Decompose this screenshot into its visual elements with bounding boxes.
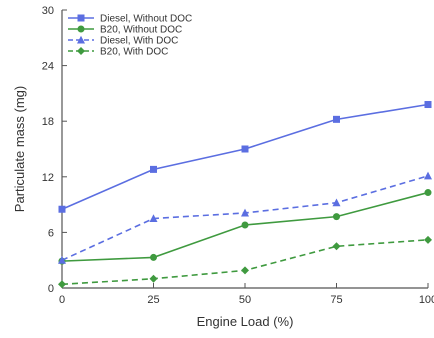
legend-marker <box>77 14 85 22</box>
data-point <box>332 242 341 251</box>
data-point <box>150 165 157 173</box>
series-line <box>61 175 429 261</box>
series-line <box>61 239 429 286</box>
x-tick-label: 75 <box>330 294 342 306</box>
legend-marker <box>77 47 85 55</box>
y-tick-label: 24 <box>42 61 54 73</box>
series-line <box>61 103 429 210</box>
y-axis-title: Particulate mass (mg) <box>12 86 27 212</box>
legend-label: B20, Without DOC <box>100 25 182 36</box>
legend-item: Diesel, Without DOC <box>68 14 192 25</box>
series-2 <box>58 189 432 265</box>
legend-label: Diesel, Without DOC <box>100 14 192 25</box>
legend-item: Diesel, With DOC <box>68 36 178 47</box>
x-tick-label: 100 <box>419 294 434 306</box>
legend-label: Diesel, With DOC <box>100 36 178 47</box>
y-tick-label: 0 <box>48 283 54 295</box>
data-point <box>424 189 432 197</box>
x-tick-label: 25 <box>147 294 159 306</box>
legend-item: B20, With DOC <box>68 47 168 58</box>
legend-item: B20, Without DOC <box>68 25 182 36</box>
data-point <box>241 208 249 217</box>
data-point <box>58 255 66 264</box>
y-tick-label: 30 <box>42 5 54 17</box>
series-group <box>58 101 432 289</box>
data-point <box>333 115 340 123</box>
series-4 <box>58 235 432 289</box>
legend-marker <box>77 35 85 44</box>
data-point <box>150 253 157 261</box>
data-point <box>58 205 66 213</box>
data-point <box>241 221 249 229</box>
x-axis-title: Engine Load (%) <box>197 314 294 329</box>
y-tick-label: 12 <box>42 172 54 184</box>
data-point <box>333 213 340 221</box>
data-point <box>332 198 341 207</box>
data-point <box>424 235 432 244</box>
data-point <box>424 101 432 109</box>
x-tick-label: 50 <box>239 294 251 306</box>
data-point <box>424 171 432 180</box>
x-tick-label: 0 <box>59 294 65 306</box>
data-point <box>149 214 158 222</box>
series-1 <box>58 101 432 213</box>
legend-marker <box>77 25 85 33</box>
data-point <box>58 280 66 289</box>
data-point <box>241 266 249 275</box>
tick-labels: 0 25 50 75 100 0 6 12 18 24 30 <box>42 5 434 306</box>
data-point <box>241 145 249 153</box>
series-3 <box>58 171 432 264</box>
y-tick-label: 18 <box>42 116 54 128</box>
y-tick-label: 6 <box>48 227 54 239</box>
data-point <box>149 274 158 283</box>
legend-label: B20, With DOC <box>100 47 168 58</box>
